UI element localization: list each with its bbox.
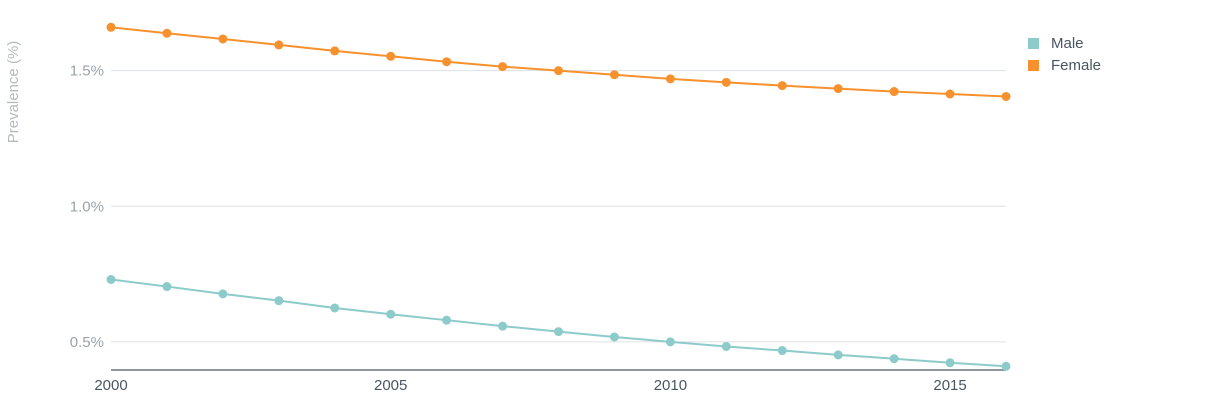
data-point-female[interactable] <box>274 40 284 50</box>
y-axis-label: Prevalence (%) <box>5 41 22 144</box>
series-line-female <box>110 26 1007 98</box>
y-tick-label: 1.5% <box>70 63 104 80</box>
legend-item-female[interactable]: Female <box>1028 54 1101 76</box>
data-point-female[interactable] <box>1001 91 1011 101</box>
legend-swatch-female <box>1028 59 1039 71</box>
data-point-female[interactable] <box>833 84 843 94</box>
x-tick-label: 2015 <box>933 377 966 394</box>
data-point-male[interactable] <box>833 350 843 360</box>
data-point-male[interactable] <box>498 321 508 331</box>
x-tick-label: 2005 <box>374 377 407 394</box>
data-point-female[interactable] <box>945 89 955 99</box>
data-point-male[interactable] <box>889 354 899 364</box>
data-point-male[interactable] <box>442 315 452 325</box>
data-point-female[interactable] <box>162 28 172 38</box>
legend-swatch-male <box>1028 37 1039 49</box>
x-tick-label: 2010 <box>654 377 687 394</box>
legend-label-female: Female <box>1051 56 1102 74</box>
data-point-male[interactable] <box>386 309 396 319</box>
data-point-male[interactable] <box>162 282 172 292</box>
data-point-male[interactable] <box>554 327 563 337</box>
x-axis-ticks: 2000 2005 2010 2015 <box>94 377 966 394</box>
data-point-female[interactable] <box>777 81 787 91</box>
data-point-female[interactable] <box>498 62 508 72</box>
data-point-female[interactable] <box>665 74 675 84</box>
data-point-female[interactable] <box>721 77 731 87</box>
legend-label-male: Male <box>1051 34 1084 52</box>
data-point-male[interactable] <box>665 337 675 347</box>
data-point-female[interactable] <box>554 66 563 76</box>
x-tick-label: 2000 <box>94 377 127 394</box>
legend: Male Female <box>1028 32 1101 76</box>
data-point-female[interactable] <box>442 57 452 67</box>
data-point-female[interactable] <box>330 46 340 56</box>
data-point-male[interactable] <box>721 341 731 351</box>
data-point-female[interactable] <box>386 51 396 61</box>
y-tick-label: 1.0% <box>70 198 104 215</box>
data-point-male[interactable] <box>106 275 116 285</box>
data-point-female[interactable] <box>609 70 619 80</box>
series-male <box>106 275 1011 371</box>
data-point-male[interactable] <box>218 289 228 299</box>
data-point-female[interactable] <box>106 22 116 32</box>
series-line-male <box>110 278 1007 368</box>
data-point-male[interactable] <box>1001 361 1011 371</box>
legend-item-male[interactable]: Male <box>1028 32 1101 54</box>
gridlines <box>111 70 1006 343</box>
data-point-female[interactable] <box>889 87 899 97</box>
y-tick-label: 0.5% <box>70 334 104 351</box>
series <box>106 22 1011 371</box>
data-point-male[interactable] <box>945 358 955 368</box>
data-point-female[interactable] <box>218 34 228 44</box>
data-point-male[interactable] <box>330 303 340 313</box>
y-axis-ticks: 0.5% 1.0% 1.5% <box>70 63 104 351</box>
data-point-male[interactable] <box>274 296 284 306</box>
series-female <box>106 22 1011 101</box>
data-point-male[interactable] <box>777 346 787 356</box>
data-point-male[interactable] <box>609 332 619 342</box>
